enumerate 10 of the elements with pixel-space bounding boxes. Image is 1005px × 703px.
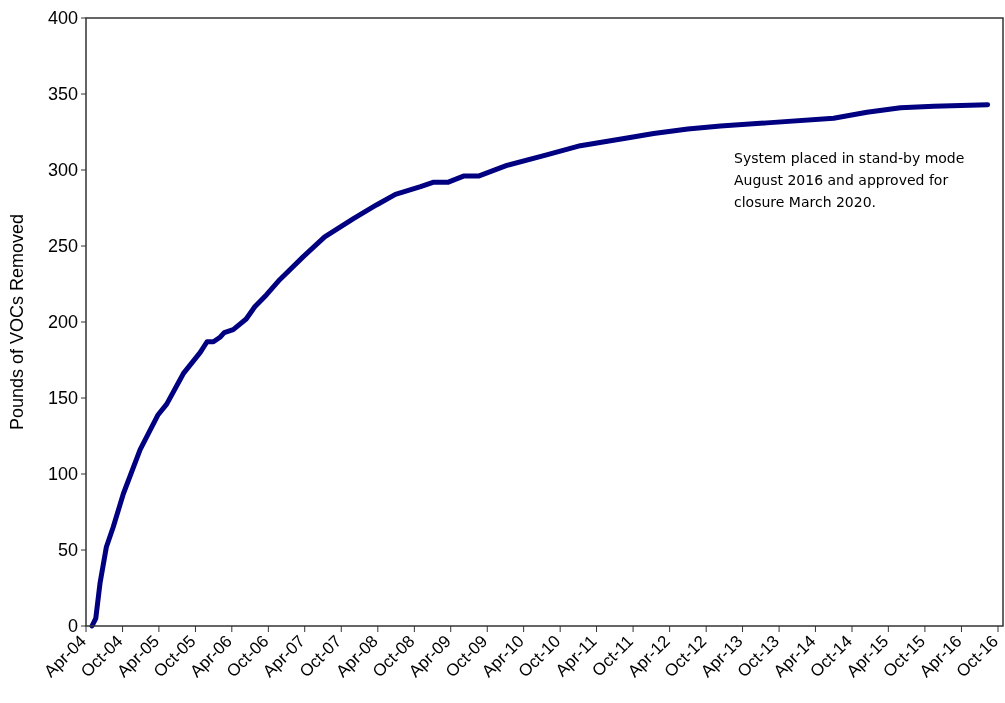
y-tick-label: 100 (47, 464, 78, 485)
y-tick-label: 200 (47, 312, 78, 333)
y-tick-label: 300 (47, 160, 78, 181)
y-axis-title: Pounds of VOCs Removed (7, 213, 27, 431)
y-tick-label: 350 (47, 84, 78, 105)
y-tick-label: 150 (47, 388, 78, 409)
y-tick-label: 400 (47, 8, 78, 29)
y-tick-label: 250 (47, 236, 78, 257)
annotation: System placed in stand-by mode August 2016 and approved for closure March 2020. (734, 150, 965, 210)
y-tick-label: 50 (57, 540, 78, 561)
